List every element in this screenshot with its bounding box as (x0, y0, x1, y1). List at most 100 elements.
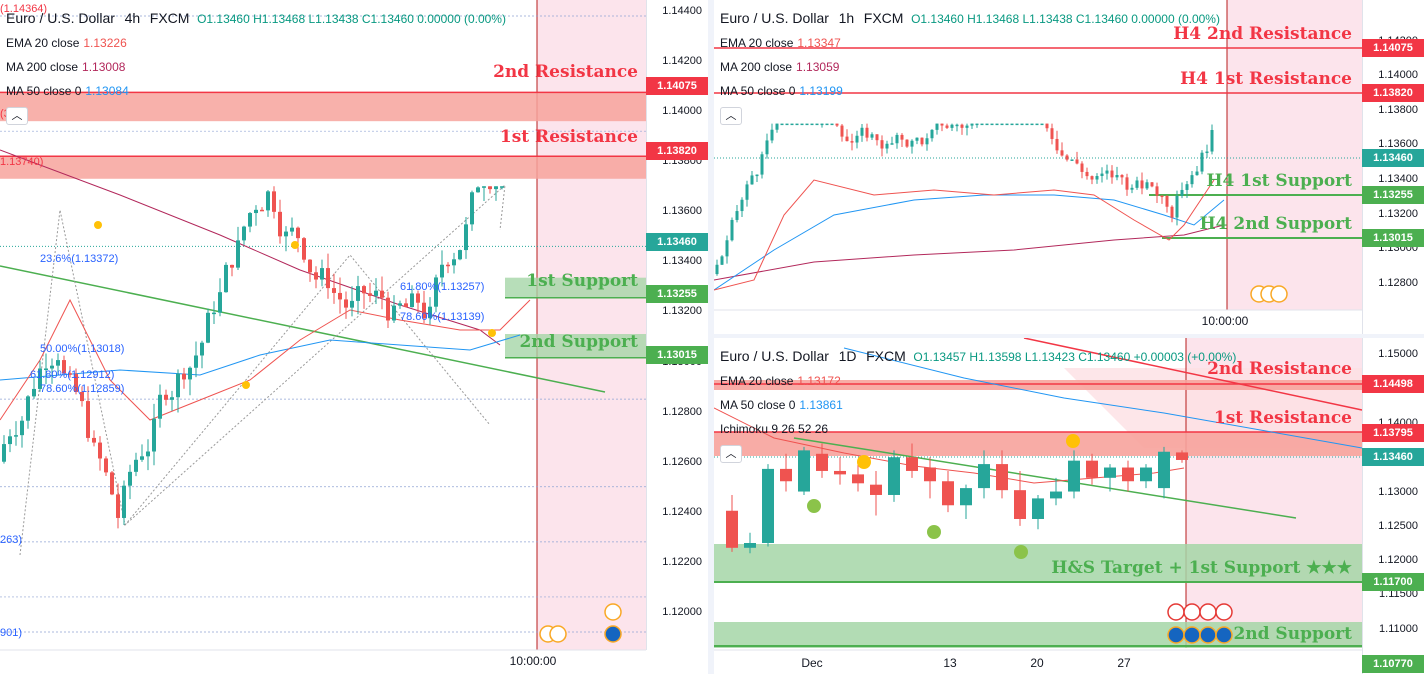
tr-chart-pane[interactable]: Euro / U.S. Dollar 1h FXCM O1.13460 H1.1… (714, 0, 1424, 334)
tr-candle-body (1130, 187, 1134, 190)
tr-candle-body (1070, 159, 1074, 161)
br-xlabel-13: 13 (943, 656, 957, 670)
tr-ytick-label: 1.13200 (1378, 207, 1418, 220)
br-candle-body (744, 543, 756, 548)
tr-ind-ma50-label: MA 50 close 0 (720, 84, 796, 98)
br-candle-body (852, 474, 864, 484)
panel-divider-horizontal[interactable] (714, 334, 1424, 338)
tr-interval[interactable]: 1h (838, 10, 855, 26)
left-ind-ma200[interactable]: MA 200 close 1.13008 (6, 55, 506, 79)
left-candle-body (140, 456, 144, 460)
left-candle-body (314, 272, 318, 280)
br-ichimoku-signal-dot (1066, 434, 1080, 448)
tr-candle-body (1200, 152, 1204, 172)
left-ind-ma50[interactable]: MA 50 close 0 1.13084 (6, 79, 506, 103)
tr-candle-body (1175, 195, 1179, 218)
br-candle-body (1104, 467, 1116, 478)
left-candle-body (452, 259, 456, 266)
left-candle-body (188, 367, 192, 380)
left-zone-1st-support (505, 277, 646, 298)
left-ytick-label: 1.12000 (662, 605, 702, 618)
tr-tag-last-price: 1.13460 (1362, 149, 1424, 167)
tr-chart-canvas[interactable] (714, 0, 1424, 334)
tr-ind-ma50[interactable]: MA 50 close 0 1.13199 (720, 79, 1220, 103)
tr-candle-body (1185, 184, 1189, 190)
tr-ind-ma200[interactable]: MA 200 close 1.13059 (720, 55, 1220, 79)
tr-candle-body (1030, 123, 1034, 126)
tr-ind-ema20[interactable]: EMA 20 close 1.13347 (720, 31, 1220, 55)
left-price-axis[interactable]: 1.14400 1.14200 1.14000 1.13800 1.13600 1.134… (646, 0, 708, 650)
tr-candle-body (885, 143, 889, 149)
br-interval[interactable]: 1D (838, 348, 857, 364)
tr-candle-body (915, 137, 919, 141)
tr-candle-body (760, 154, 764, 175)
tr-price-axis[interactable]: 1.142001.140001.138001.136001.134001.132… (1362, 0, 1424, 334)
left-ytick-label: 1.13400 (662, 255, 702, 268)
tr-candle-body (975, 123, 979, 126)
tr-candle-body (1000, 123, 1004, 126)
br-zone-2nd-resistance (714, 380, 1362, 390)
left-edge-label: 901) (0, 627, 22, 639)
left-candle-body (110, 472, 114, 495)
tr-candle-body (940, 123, 944, 126)
br-ind-ichimoku[interactable]: Ichimoku 9 26 52 26 (720, 417, 1236, 441)
tr-ma200-line (714, 224, 1225, 281)
left-candle-body (26, 396, 30, 421)
br-collapse-legend-button[interactable]: ︿ (720, 445, 742, 463)
br-ichimoku-signal-dot (807, 499, 821, 513)
left-candle-body (80, 391, 84, 402)
tr-candle-body (790, 123, 794, 126)
left-candle-body (356, 286, 360, 301)
br-chart-canvas[interactable] (714, 338, 1424, 674)
br-candle-body (888, 457, 900, 495)
tr-candle-body (930, 129, 934, 139)
left-tag-1st-resistance: 1.13820 (646, 142, 708, 160)
left-signal-dot (242, 381, 250, 389)
tr-candle-body (810, 123, 814, 126)
tr-candle-body (1120, 174, 1124, 178)
br-chart-pane[interactable]: Euro / U.S. Dollar 1D FXCM O1.13457 H1.1… (714, 338, 1424, 674)
tr-tag-h4-2nd-resistance: 1.14075 (1362, 39, 1424, 57)
tr-ind-ema20-label: EMA 20 close (720, 36, 794, 50)
left-tag-2nd-resistance: 1.14075 (646, 77, 708, 95)
tr-candle-body (740, 199, 744, 212)
left-chart-pane[interactable]: 23.6%(1.13372) 61.80%(1.13257) 78.60%(1.13… (0, 0, 708, 674)
tr-candle-body (1135, 180, 1139, 188)
tr-candle-body (925, 138, 929, 145)
tr-candle-body (775, 123, 779, 130)
panel-divider-vertical[interactable] (708, 0, 714, 674)
left-ytick-label: 1.14000 (662, 105, 702, 118)
left-fib-label: 50.00%(1.13018) (40, 343, 124, 355)
left-ind-ema20[interactable]: EMA 20 close 1.13226 (6, 31, 506, 55)
left-zone-label-2nd-support: 2nd Support (519, 332, 638, 352)
br-candle-body (1122, 467, 1134, 482)
br-ind-ema20-value: 1.13172 (797, 374, 841, 388)
tr-ytick-label: 1.13800 (1378, 103, 1418, 116)
left-chart-canvas[interactable]: 23.6%(1.13372) 61.80%(1.13257) 78.60%(1.13… (0, 0, 708, 674)
left-candle-body (194, 355, 198, 368)
left-ytick-label: 1.14400 (662, 5, 702, 17)
br-candle-body (1140, 467, 1152, 482)
tr-ma50-line (714, 194, 1225, 291)
br-price-axis[interactable]: 1.150001.145001.140001.135001.130001.125… (1362, 338, 1424, 674)
br-candle-body (942, 481, 954, 506)
br-ind-ma50[interactable]: MA 50 close 0 1.13861 (720, 393, 1236, 417)
left-legend: Euro / U.S. Dollar 4h FXCM O1.13460 H1.1… (6, 6, 506, 127)
left-candle-body (290, 227, 294, 232)
left-candle-body (470, 192, 474, 225)
us-flag-icon (1199, 603, 1217, 621)
left-candle-body (218, 292, 222, 313)
left-interval[interactable]: 4h (124, 10, 141, 26)
left-candle-body (434, 277, 438, 307)
left-collapse-legend-button[interactable]: ︿ (6, 107, 28, 125)
tr-tag-h4-1st-resistance: 1.13820 (1362, 84, 1424, 102)
tr-candle-body (735, 211, 739, 220)
left-fib-label: 78.60%(1.13139) (400, 311, 484, 323)
br-ind-ema20[interactable]: EMA 20 close 1.13172 (720, 369, 1236, 393)
br-candle-body (1086, 460, 1098, 478)
tr-zone-label-h4-1st-resistance: H4 1st Resistance (1180, 69, 1352, 89)
tr-candle-body (1055, 138, 1059, 151)
left-candle-body (206, 312, 210, 343)
left-candle-body (176, 373, 180, 398)
tr-collapse-legend-button[interactable]: ︿ (720, 107, 742, 125)
